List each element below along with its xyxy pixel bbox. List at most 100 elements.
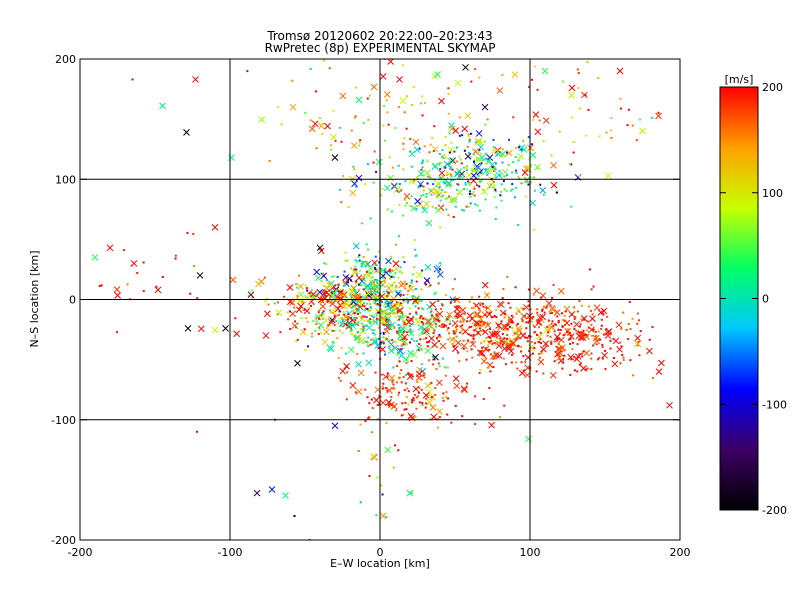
data-point-dot: [582, 332, 585, 335]
data-point-dot: [383, 280, 386, 283]
data-point-dot: [311, 332, 314, 335]
data-point-dot: [335, 319, 338, 322]
data-point-dot: [358, 292, 361, 295]
data-point-dot: [454, 326, 457, 329]
data-point-dot: [461, 329, 464, 332]
data-point-dot: [515, 361, 518, 364]
data-point-dot: [403, 261, 406, 264]
data-point-dot: [373, 316, 376, 319]
data-point-dot: [431, 205, 434, 208]
data-point-dot: [336, 276, 339, 279]
data-point-dot: [405, 361, 408, 364]
data-point-dot: [558, 332, 561, 335]
data-point-dot: [479, 368, 482, 371]
data-point-dot: [492, 180, 495, 183]
data-point-dot: [445, 396, 448, 399]
data-point-dot: [349, 293, 352, 296]
data-point-cross: [567, 353, 575, 361]
data-point-dot: [542, 372, 545, 375]
data-point-dot: [303, 328, 306, 331]
data-point-dot: [317, 292, 320, 295]
data-point-dot: [417, 186, 420, 189]
data-point-dot: [304, 295, 307, 298]
data-point-cross: [355, 274, 363, 282]
data-point-cross: [396, 307, 404, 315]
data-point-cross: [444, 181, 452, 189]
data-point-dot: [550, 340, 553, 343]
data-point-dot: [323, 262, 326, 265]
data-point-cross: [229, 276, 237, 284]
data-point-dot: [333, 312, 336, 315]
data-point-dot: [537, 326, 540, 329]
data-point-cross: [184, 325, 192, 332]
data-point-dot: [432, 183, 435, 186]
data-point-dot: [415, 407, 418, 410]
data-point-dot: [343, 284, 346, 287]
data-point-cross: [554, 350, 561, 358]
data-point-dot: [419, 317, 422, 320]
data-point-dot: [322, 289, 325, 292]
data-point-cross: [323, 289, 331, 296]
data-point-dot: [388, 339, 391, 342]
data-point-dot: [390, 275, 393, 278]
data-point-dot: [318, 326, 321, 329]
data-point-dot: [352, 310, 355, 313]
data-point-dot: [386, 208, 389, 211]
data-point-dot: [397, 449, 400, 452]
data-point-dot: [420, 320, 423, 323]
data-point-dot: [400, 414, 403, 417]
data-point-cross: [297, 283, 304, 290]
data-point-dot: [418, 147, 421, 150]
data-point-dot: [459, 158, 462, 161]
data-point-dot: [405, 95, 408, 98]
data-point-dot: [561, 318, 564, 321]
data-point-dot: [316, 294, 319, 297]
data-point-cross: [359, 336, 367, 344]
data-point-dot: [352, 323, 355, 326]
data-point-dot: [380, 300, 383, 303]
data-point-dot: [515, 312, 518, 315]
data-point-dot: [155, 285, 158, 288]
data-point-cross: [568, 311, 576, 318]
data-point-dot: [308, 292, 311, 295]
data-point-dot: [371, 329, 374, 332]
data-point-cross: [385, 398, 393, 406]
data-point-dot: [493, 314, 496, 317]
data-point-dot: [597, 330, 600, 333]
data-point-dot: [360, 284, 363, 287]
data-point-dot: [450, 421, 453, 424]
data-point-dot: [337, 322, 340, 325]
data-point-dot: [344, 259, 347, 262]
data-point-dot: [573, 369, 576, 372]
data-point-dot: [405, 127, 408, 130]
data-point-dot: [551, 296, 554, 299]
data-point-dot: [466, 165, 469, 168]
data-point-cross: [383, 269, 390, 277]
data-point-dot: [409, 137, 412, 140]
data-point-dot: [415, 301, 418, 304]
data-point-cross: [423, 200, 430, 208]
data-point-cross: [410, 205, 418, 212]
data-point-dot: [582, 329, 585, 332]
data-point-dot: [383, 139, 386, 142]
data-point-dot: [377, 267, 380, 270]
data-point-cross: [262, 332, 270, 339]
data-point-dot: [590, 352, 593, 355]
data-point-dot: [367, 248, 370, 251]
data-point-cross: [383, 184, 391, 192]
data-point-cross: [545, 300, 553, 307]
data-point-dot: [467, 135, 470, 138]
data-point-dot: [471, 340, 474, 343]
data-point-dot: [407, 299, 410, 302]
data-point-dot: [136, 271, 139, 274]
data-point-dot: [426, 394, 429, 397]
data-point-dot: [296, 294, 299, 297]
data-point-cross: [612, 337, 620, 345]
data-point-dot: [393, 327, 396, 330]
data-point-dot: [398, 326, 401, 329]
data-point-dot: [447, 163, 450, 166]
data-point-dot: [470, 348, 473, 351]
data-point-dot: [345, 279, 348, 282]
data-point-dot: [420, 307, 423, 310]
data-point-dot: [318, 117, 321, 120]
